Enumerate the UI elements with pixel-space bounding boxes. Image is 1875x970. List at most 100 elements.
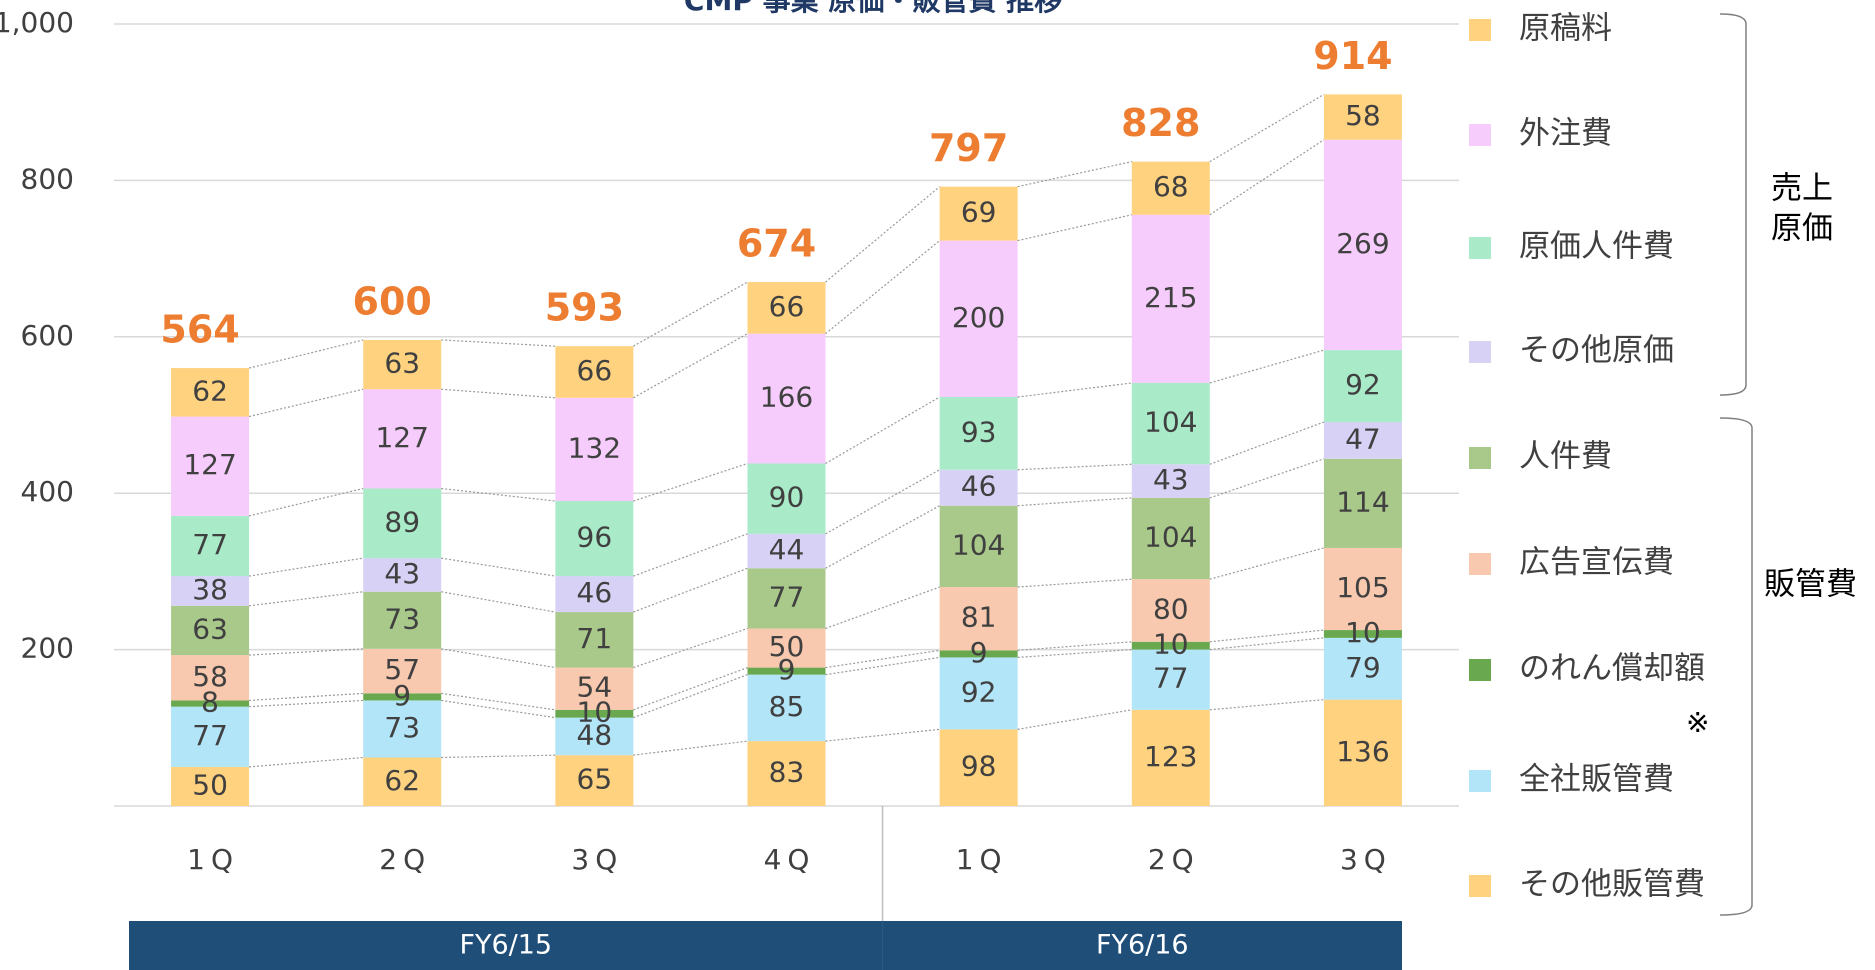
bar-segment: [1323, 699, 1402, 806]
bar-segment: [1323, 350, 1402, 423]
segment-label: 66: [577, 354, 613, 387]
bar-segment: [1131, 709, 1210, 806]
y-tick-label: 600: [21, 319, 74, 352]
group-bracket-label: 販管費: [1764, 567, 1857, 603]
connector: [825, 586, 940, 630]
segment-label: 93: [961, 415, 997, 448]
segment-label: 38: [192, 573, 228, 606]
bar-segment: [555, 501, 634, 577]
connector: [633, 462, 748, 502]
connector: [1017, 497, 1132, 507]
total-label: 797: [929, 126, 1008, 170]
segment-label: 63: [384, 347, 420, 380]
bar-segment: [1323, 637, 1402, 700]
segment-label: 104: [1144, 406, 1197, 439]
segment-label: 85: [769, 690, 805, 723]
connector: [1017, 382, 1132, 398]
connector: [1017, 709, 1132, 730]
segment-label: 81: [961, 601, 997, 634]
bar-segment: [363, 488, 442, 559]
connector: [633, 567, 748, 613]
bar-segment: [1323, 139, 1402, 351]
connector: [825, 469, 940, 535]
segment-label: 215: [1144, 281, 1197, 314]
bar-segment: [1131, 214, 1210, 383]
connector: [248, 557, 364, 577]
segment-label: 166: [760, 381, 813, 414]
total-label: 564: [160, 308, 239, 352]
segment-label: 65: [577, 763, 613, 796]
group-label: FY6/15: [459, 930, 552, 961]
connector: [248, 487, 364, 517]
connector: [1209, 699, 1324, 711]
bar-segment: [1131, 579, 1210, 642]
note: ※: [1686, 706, 1709, 739]
bar-segment: [939, 186, 1018, 241]
connector: [825, 656, 940, 676]
bracket: [1719, 13, 1747, 396]
bar-segment: [555, 346, 634, 398]
bar-segment: [171, 368, 250, 417]
segment-label: 57: [384, 653, 420, 686]
bar-segment: [1131, 161, 1210, 215]
legend-swatch: [1469, 770, 1491, 792]
connector: [1209, 629, 1324, 643]
group-band: [882, 921, 1402, 970]
connector: [825, 649, 940, 669]
bar-segment: [555, 612, 634, 668]
legend-swatch: [1469, 19, 1491, 41]
connector: [633, 740, 748, 756]
x-tick-label: 1Q: [956, 843, 1008, 876]
segment-label: 54: [577, 671, 613, 704]
segment-label: 90: [769, 481, 805, 514]
segment-label: 105: [1336, 571, 1389, 604]
bar-segment: [747, 333, 826, 464]
bar-segment: [555, 667, 634, 710]
connector: [1209, 139, 1325, 216]
connector: [249, 699, 364, 708]
connector: [633, 674, 748, 719]
legend-swatch: [1469, 447, 1491, 469]
bar-segment: [747, 533, 826, 569]
bar-segment: [747, 568, 826, 629]
connector: [441, 754, 556, 759]
bar-segment: [1131, 382, 1210, 465]
y-tick-label: 400: [21, 475, 74, 508]
bracket: [1719, 417, 1753, 916]
segment-label: 58: [1345, 99, 1381, 132]
connector: [441, 487, 556, 502]
connector: [633, 281, 748, 347]
segment-label: 44: [769, 533, 805, 566]
bar-segment: [171, 416, 250, 516]
segment-label: 63: [192, 612, 228, 645]
segment-label: 50: [192, 768, 228, 801]
connector: [825, 240, 941, 335]
connector: [825, 186, 941, 283]
bar-segment: [363, 648, 442, 694]
connector: [249, 692, 364, 702]
legend-swatch: [1469, 659, 1491, 681]
segment-label: 46: [577, 576, 613, 609]
x-tick-label: 2Q: [1148, 843, 1200, 876]
connector: [825, 505, 940, 569]
bar-segment: [939, 240, 1018, 398]
connector: [248, 388, 364, 418]
total-label: 828: [1121, 101, 1200, 145]
segment-label: 83: [769, 756, 805, 789]
legend-label: 外注費: [1519, 116, 1612, 152]
total-label: 593: [545, 286, 624, 330]
legend-swatch: [1469, 124, 1491, 146]
segment-label: 136: [1336, 735, 1389, 768]
bar-segment: [939, 587, 1018, 651]
x-tick-label: 3Q: [1340, 843, 1392, 876]
connector: [633, 627, 748, 669]
segment-label: 71: [577, 622, 613, 655]
connector: [1017, 649, 1132, 659]
bar-segment: [939, 729, 1018, 806]
segment-label: 9: [393, 679, 411, 712]
segment-label: 8: [201, 686, 219, 719]
bar-segment: [171, 576, 250, 606]
y-tick-label: 200: [21, 632, 74, 665]
y-tick-label: 1,000: [0, 6, 74, 39]
segment-label: 69: [961, 196, 997, 229]
